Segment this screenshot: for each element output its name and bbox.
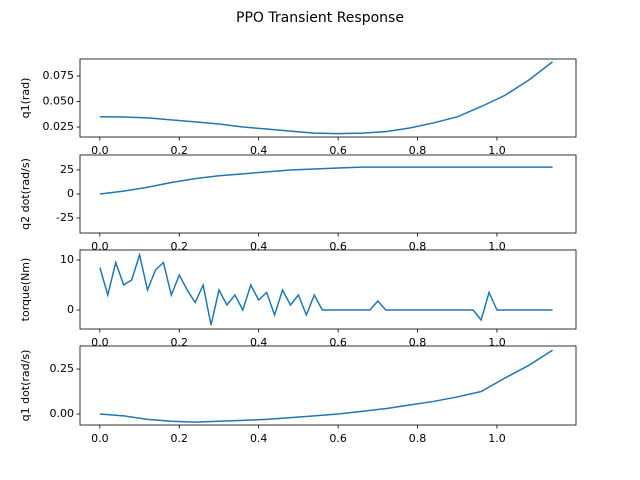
x-tick-label: 0.4 bbox=[250, 240, 268, 253]
y-tick-label: 0.25 bbox=[50, 362, 75, 375]
y-tick-label: 10 bbox=[60, 253, 74, 266]
y-tick-label: 25 bbox=[60, 163, 74, 176]
data-line bbox=[99, 252, 553, 326]
x-tick-label: 0.6 bbox=[329, 432, 347, 445]
y-tick-label: 0.075 bbox=[43, 69, 75, 82]
x-tick-label: 0.8 bbox=[409, 240, 427, 253]
x-tick-label: 0.6 bbox=[329, 240, 347, 253]
data-line bbox=[99, 166, 553, 195]
x-tick-label: 1.0 bbox=[488, 336, 506, 349]
x-tick-label: 0.2 bbox=[171, 240, 189, 253]
axes-frame bbox=[79, 154, 577, 234]
y-axis-label: torque(Nm) bbox=[19, 258, 32, 322]
data-line bbox=[99, 61, 554, 135]
y-tick-label: 0.025 bbox=[43, 120, 75, 133]
y-tick-label: 0 bbox=[67, 187, 74, 200]
x-tick-label: 0.8 bbox=[409, 432, 427, 445]
x-tick-label: 0.0 bbox=[91, 144, 109, 157]
y-axis-label: q1 dot(rad/s) bbox=[19, 350, 32, 422]
x-tick-label: 0.8 bbox=[409, 336, 427, 349]
x-tick-label: 0.4 bbox=[250, 144, 268, 157]
x-tick-label: 0.0 bbox=[91, 432, 109, 445]
axes-frame bbox=[79, 58, 577, 138]
figure-title: PPO Transient Response bbox=[236, 10, 404, 26]
y-tick-label: 0.050 bbox=[43, 95, 75, 108]
x-tick-label: 0.6 bbox=[329, 144, 347, 157]
x-tick-label: 0.0 bbox=[91, 240, 109, 253]
y-axis-label: q1(rad) bbox=[19, 78, 32, 119]
x-tick-label: 0.2 bbox=[171, 144, 189, 157]
y-tick-label: 0.00 bbox=[50, 407, 75, 420]
x-tick-label: 0.8 bbox=[409, 144, 427, 157]
x-tick-label: 1.0 bbox=[488, 432, 506, 445]
x-tick-label: 0.2 bbox=[171, 432, 189, 445]
x-tick-label: 1.0 bbox=[488, 144, 506, 157]
x-tick-label: 0.0 bbox=[91, 336, 109, 349]
x-tick-label: 0.6 bbox=[329, 336, 347, 349]
data-line bbox=[99, 349, 553, 423]
x-tick-label: 0.4 bbox=[250, 336, 268, 349]
x-tick-label: 1.0 bbox=[488, 240, 506, 253]
y-tick-label: -25 bbox=[56, 211, 74, 224]
y-axis-label: q2 dot(rad/s) bbox=[19, 158, 32, 230]
axes-frame bbox=[79, 249, 577, 330]
x-tick-label: 0.4 bbox=[250, 432, 268, 445]
x-tick-label: 0.2 bbox=[171, 336, 189, 349]
axes-frame bbox=[79, 345, 577, 426]
y-tick-label: 0 bbox=[67, 303, 74, 316]
